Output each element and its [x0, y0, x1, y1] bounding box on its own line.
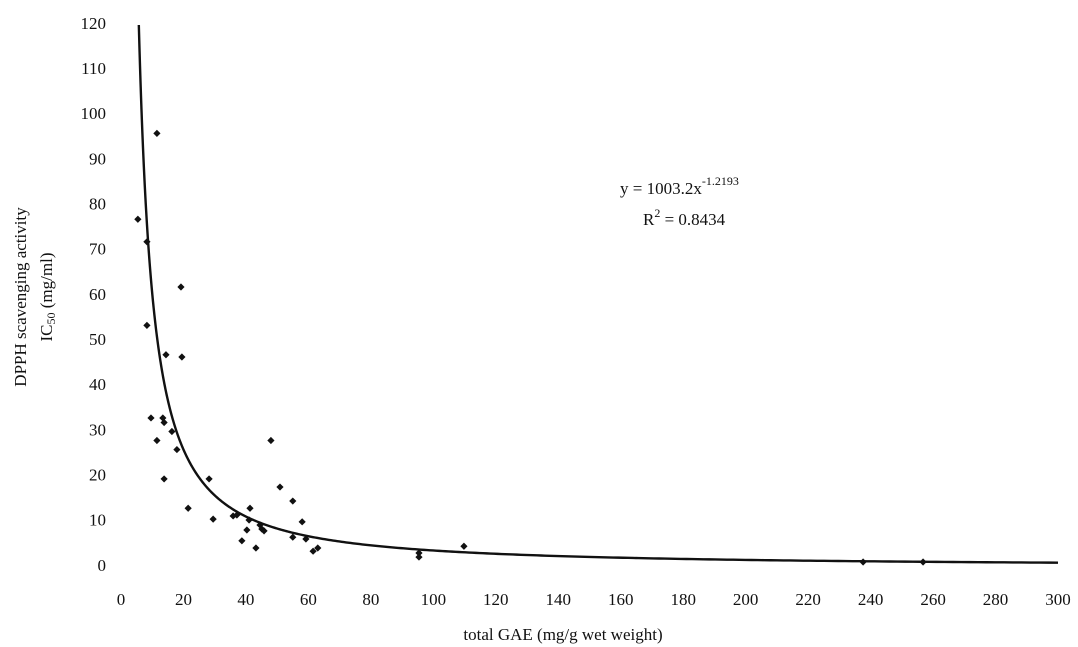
x-tick-label: 180	[670, 590, 696, 609]
data-point	[238, 537, 246, 545]
data-point	[147, 414, 155, 422]
y-tick-label: 120	[81, 14, 107, 33]
x-tick-label: 160	[608, 590, 634, 609]
y-tick-label: 80	[89, 195, 106, 214]
data-point	[134, 215, 142, 223]
data-point	[309, 547, 317, 555]
data-point	[258, 525, 266, 533]
y-tick-label: 0	[98, 556, 107, 575]
data-point	[298, 518, 306, 526]
data-point	[243, 526, 251, 534]
x-tick-label: 0	[117, 590, 126, 609]
data-point	[177, 283, 185, 291]
data-point	[289, 533, 297, 541]
data-point	[178, 353, 186, 361]
data-point	[160, 418, 168, 427]
x-tick-label: 240	[858, 590, 884, 609]
trend-equation-text: y = 1003.2x	[620, 179, 702, 198]
x-tick-label: 300	[1045, 590, 1071, 609]
y-tick-label: 90	[89, 149, 106, 168]
x-tick-label: 120	[483, 590, 509, 609]
data-point	[173, 445, 181, 454]
x-tick-label: 280	[983, 590, 1009, 609]
trend-equation: y = 1003.2x-1.2193	[620, 174, 739, 198]
trend-r2-sup: 2	[654, 206, 660, 220]
x-tick-label: 260	[920, 590, 946, 609]
data-point	[160, 475, 168, 483]
data-point	[260, 527, 268, 535]
data-point	[153, 129, 161, 137]
y-tick-label: 60	[89, 285, 106, 304]
y-axis-label: DPPH scavenging activity	[11, 207, 30, 387]
y-axis-label-sub: 50	[44, 312, 58, 324]
data-point	[415, 549, 423, 557]
data-point	[153, 436, 161, 445]
y-tick-label: 110	[81, 59, 106, 78]
trend-r2-text: R	[643, 210, 655, 229]
y-axis-label-part: (mg/ml)	[37, 253, 56, 313]
y-tick-label: 70	[89, 240, 106, 259]
x-axis-label: total GAE (mg/g wet weight)	[463, 625, 662, 644]
data-point	[168, 427, 176, 436]
data-point	[205, 475, 213, 483]
trend-r2-text: = 0.8434	[660, 210, 725, 229]
x-tick-label: 140	[546, 590, 572, 609]
data-point	[289, 497, 297, 505]
trend-r2: R2 = 0.8434	[643, 206, 726, 229]
data-point	[267, 436, 275, 445]
y-tick-label: 30	[89, 420, 106, 439]
trend-equation-exponent: -1.2193	[702, 174, 739, 188]
data-point	[246, 504, 254, 512]
x-tick-label: 220	[795, 590, 821, 609]
x-tick-label: 20	[175, 590, 192, 609]
data-point	[252, 544, 260, 552]
y-tick-label: 40	[89, 375, 106, 394]
data-point	[162, 351, 170, 359]
x-tick-label: 100	[421, 590, 447, 609]
data-point	[209, 515, 217, 523]
data-point	[143, 321, 151, 329]
y-tick-label: 10	[89, 511, 106, 530]
y-tick-label: 20	[89, 466, 106, 485]
y-axis-label-part: IC	[37, 324, 56, 341]
x-tick-label: 60	[300, 590, 317, 609]
data-point	[314, 544, 322, 552]
data-point	[460, 542, 468, 550]
data-point	[184, 504, 192, 512]
x-tick-label: 80	[362, 590, 379, 609]
x-tick-label: 200	[733, 590, 759, 609]
data-point	[302, 535, 310, 543]
data-point	[276, 483, 284, 491]
data-point	[415, 553, 423, 561]
trend-line	[137, 24, 1059, 564]
y-tick-label: 50	[89, 330, 106, 349]
x-tick-label: 40	[237, 590, 254, 609]
y-axis-label: IC50 (mg/ml)	[37, 253, 58, 342]
y-tick-label: 100	[81, 104, 107, 123]
